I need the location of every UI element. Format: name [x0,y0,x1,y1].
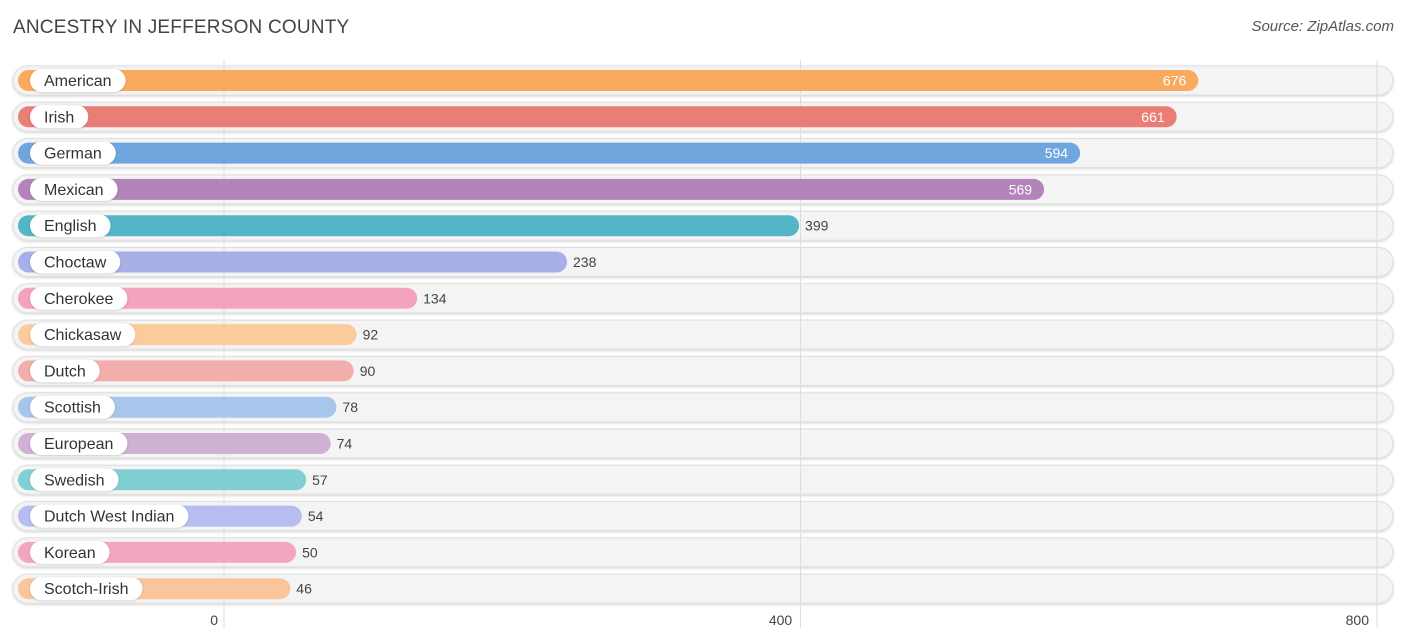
value-label: 594 [1045,145,1069,161]
category-label: Scottish [44,400,101,417]
x-tick-label: 800 [1346,612,1370,628]
value-label: 661 [1141,109,1165,125]
row-background [12,355,1394,386]
value-label: 50 [302,544,318,560]
row-background [12,573,1394,604]
bar-choctaw [18,251,568,273]
row-background [12,537,1394,568]
category-label-pill [30,323,136,347]
x-tick-label: 0 [210,612,218,628]
category-label-pill [30,286,128,310]
row-background [12,392,1394,423]
category-label: English [44,218,96,235]
category-label-pill [30,141,116,165]
category-label: American [44,73,112,90]
category-label-pill [30,468,119,492]
value-label: 92 [363,327,379,343]
category-label-pill [30,395,115,419]
value-label: 78 [342,399,358,415]
category-label-pill [30,177,118,201]
category-label: Korean [44,545,96,562]
category-label: Choctaw [44,255,107,272]
value-label: 46 [296,581,312,597]
category-label: Cherokee [44,291,113,308]
bar-irish [18,106,1177,128]
category-label-pill [30,504,189,528]
value-label: 74 [337,436,353,452]
category-label-pill [30,69,126,92]
category-label: Dutch West Indian [44,509,174,526]
value-label: 54 [308,508,324,524]
x-tick-label: 400 [769,612,793,628]
row-background [12,464,1394,495]
category-label: Mexican [44,182,104,199]
value-label: 238 [573,254,597,270]
value-label: 676 [1163,73,1187,89]
value-label: 57 [312,472,328,488]
category-label: German [44,146,102,163]
bar-german [18,142,1081,164]
category-label-pill [30,105,89,129]
value-label: 90 [360,363,376,379]
bar-american [18,70,1199,91]
category-label-pill [30,214,111,238]
value-label: 134 [423,290,447,306]
source-credit: Source: ZipAtlas.com [1251,18,1394,35]
category-label: Scotch-Irish [44,581,128,598]
value-label: 399 [805,218,829,234]
value-label: 569 [1009,181,1033,197]
row-background [12,319,1394,350]
chart-title: ANCESTRY IN JEFFERSON COUNTY [13,17,350,38]
category-label-pill [30,577,143,601]
row-background [12,501,1394,532]
category-label-pill [30,432,128,455]
category-label-pill [30,540,110,564]
category-label: Swedish [44,472,104,489]
bar-english [18,215,800,237]
category-label: Chickasaw [44,327,122,344]
row-background [12,428,1394,459]
category-label: Dutch [44,363,86,380]
category-label: Irish [44,109,74,126]
category-label: European [44,436,113,453]
bar-mexican [18,178,1045,200]
category-label-pill [30,359,100,383]
category-label-pill [30,250,121,274]
bar-dutch [18,360,354,382]
